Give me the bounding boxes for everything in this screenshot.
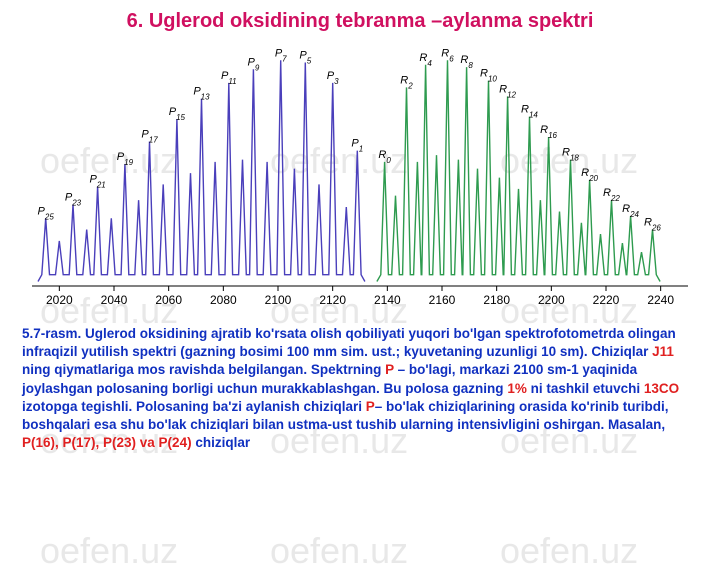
caption-text: 5.7-rasm. Uglerod oksidining ajratib ko'… <box>22 326 676 359</box>
peak-label: R22 <box>603 187 620 203</box>
caption-text: chiziqlar <box>192 435 251 450</box>
caption-text: P(16), P(17), P(23) va P(24) <box>22 435 192 450</box>
watermark: oefen.uz <box>270 530 408 572</box>
x-tick-label: 2220 <box>593 293 620 307</box>
caption-text: ning qiymatlariga mos ravishda belgilang… <box>22 362 385 377</box>
caption-text: 13CO <box>644 381 679 396</box>
x-tick-label: 2140 <box>374 293 401 307</box>
peak-label: R20 <box>581 167 598 183</box>
x-tick-label: 2020 <box>46 293 73 307</box>
watermark: oefen.uz <box>500 530 638 572</box>
peak-label: R18 <box>562 147 579 163</box>
peak-label: R16 <box>540 124 557 139</box>
peak-label: P17 <box>141 129 158 145</box>
x-tick-label: 2120 <box>319 293 346 307</box>
spectrum-chart: 2020 2040 2060 2080 2100 2120 2140 2160 2180 2200… <box>20 41 700 311</box>
x-tick-label: 2160 <box>429 293 456 307</box>
peak-label: P23 <box>65 192 82 208</box>
x-tick-label: 2240 <box>647 293 674 307</box>
peak-label: R26 <box>644 217 661 233</box>
x-tick-label: 2200 <box>538 293 565 307</box>
peak-label: P11 <box>221 70 237 86</box>
figure-caption: 5.7-rasm. Uglerod oksidining ajratib ko'… <box>0 311 720 463</box>
page-title: 6. Uglerod oksidining tebranma –aylanma … <box>0 0 720 41</box>
peak-label: P13 <box>193 86 210 102</box>
x-tick-label: 2180 <box>483 293 510 307</box>
spectrum-svg: 2020 2040 2060 2080 2100 2120 2140 2160 2180 2200… <box>20 41 700 311</box>
x-tick-label: 2100 <box>265 293 292 307</box>
caption-text: izotopga tegishli. Polosaning ba'zi ayla… <box>22 399 366 414</box>
caption-text: 1% <box>507 381 527 396</box>
peak-label: P15 <box>169 106 186 122</box>
peak-label: P25 <box>38 205 55 221</box>
x-tick-label: 2040 <box>101 293 128 307</box>
peak-label: P21 <box>89 174 105 190</box>
peak-label: R14 <box>521 104 538 120</box>
peak-label: P19 <box>117 151 134 167</box>
caption-text: J11 <box>652 344 674 359</box>
caption-text: P <box>385 362 394 377</box>
peak-label: R24 <box>622 203 639 219</box>
title-text: 6. Uglerod oksidining tebranma –aylanma … <box>127 10 594 32</box>
caption-text: P <box>366 399 375 414</box>
caption-text: ni tashkil etuvchi <box>527 381 644 396</box>
r-branch <box>377 60 660 281</box>
watermark: oefen.uz <box>40 530 178 572</box>
x-tick-label: 2060 <box>155 293 182 307</box>
peak-label: R10 <box>480 68 497 84</box>
peak-label: R12 <box>499 83 516 99</box>
x-tick-label: 2080 <box>210 293 237 307</box>
